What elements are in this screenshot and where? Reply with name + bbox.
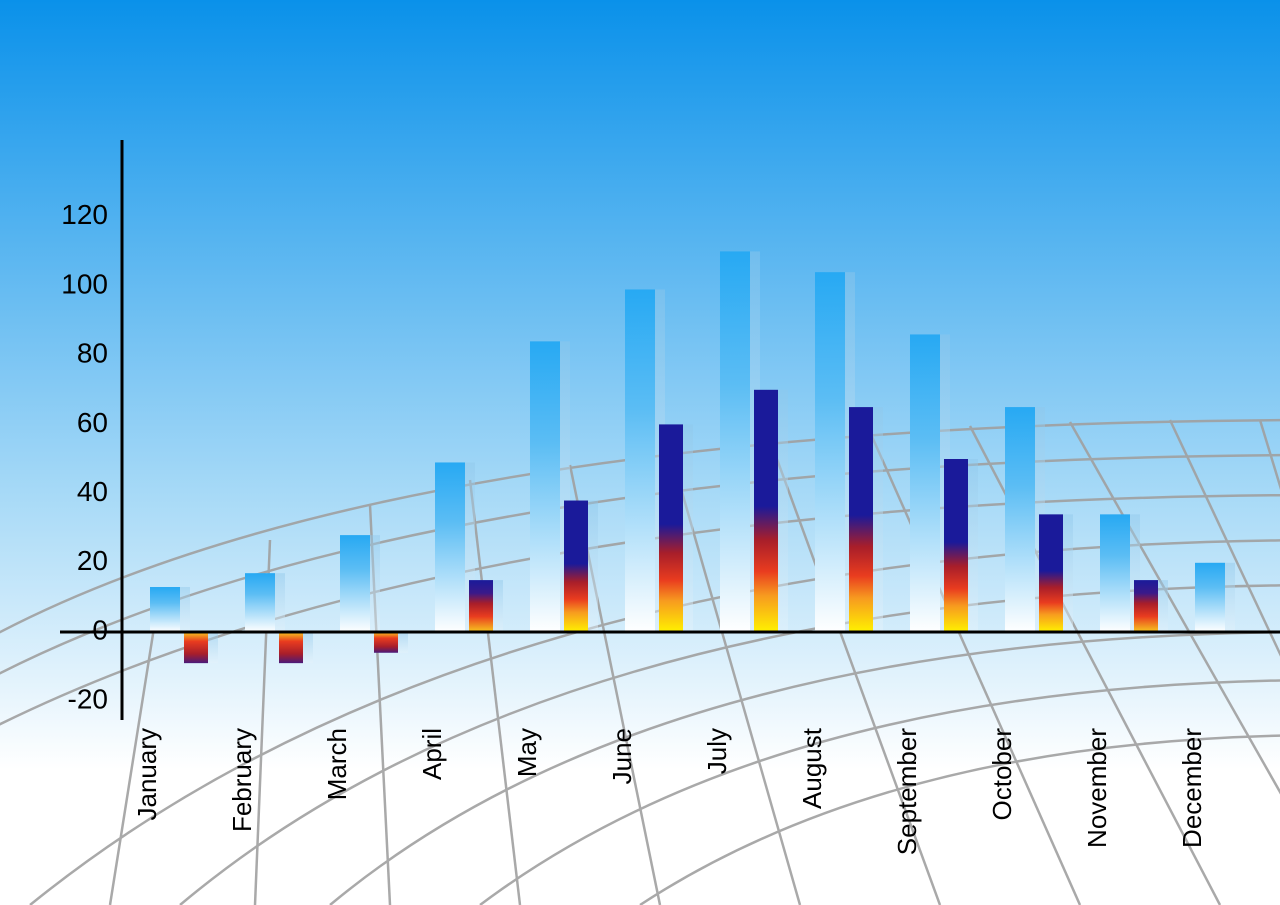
primary-bar (435, 462, 465, 632)
primary-bar (910, 334, 940, 632)
secondary-bar (849, 407, 873, 632)
secondary-bar (279, 632, 303, 663)
x-tick-label: December (1177, 728, 1207, 848)
secondary-bar (564, 501, 588, 632)
y-tick-label: -20 (68, 684, 108, 715)
primary-bar (1100, 514, 1130, 632)
secondary-bar (754, 390, 778, 632)
monthly-bar-chart: -20 0 20 40 60 80 100 120 January February March A… (0, 0, 1280, 905)
y-tick-label: 80 (77, 338, 108, 369)
y-tick-label: 20 (77, 545, 108, 576)
primary-bar (530, 341, 560, 632)
x-tick-label: February (227, 728, 257, 832)
x-tick-label: October (987, 728, 1017, 821)
primary-bar (1005, 407, 1035, 632)
x-tick-label: May (512, 728, 542, 777)
primary-bar (625, 289, 655, 632)
primary-bar (150, 587, 180, 632)
secondary-bar (944, 459, 968, 632)
x-tick-label: July (702, 728, 732, 774)
secondary-bar (1134, 580, 1158, 632)
y-tick-label: 100 (61, 268, 108, 299)
x-tick-label: August (797, 727, 827, 809)
x-tick-label: March (322, 728, 352, 800)
primary-bar (340, 535, 370, 632)
secondary-bar (184, 632, 208, 663)
primary-bar (720, 251, 750, 632)
primary-bar (1195, 563, 1225, 632)
x-tick-label: April (417, 728, 447, 780)
secondary-bar (469, 580, 493, 632)
x-tick-label: September (892, 728, 922, 856)
secondary-bar (374, 632, 398, 653)
primary-bar (815, 272, 845, 632)
x-tick-label: January (132, 728, 162, 821)
x-tick-label: June (607, 728, 637, 784)
y-tick-label: 60 (77, 407, 108, 438)
y-tick-label: 120 (61, 199, 108, 230)
secondary-bar (1039, 514, 1063, 632)
x-tick-label: November (1082, 728, 1112, 848)
primary-bar (245, 573, 275, 632)
y-tick-label: 40 (77, 476, 108, 507)
secondary-bar (659, 424, 683, 632)
chart-container: -20 0 20 40 60 80 100 120 January February March A… (0, 0, 1280, 905)
y-tick-label: 0 (92, 614, 108, 645)
